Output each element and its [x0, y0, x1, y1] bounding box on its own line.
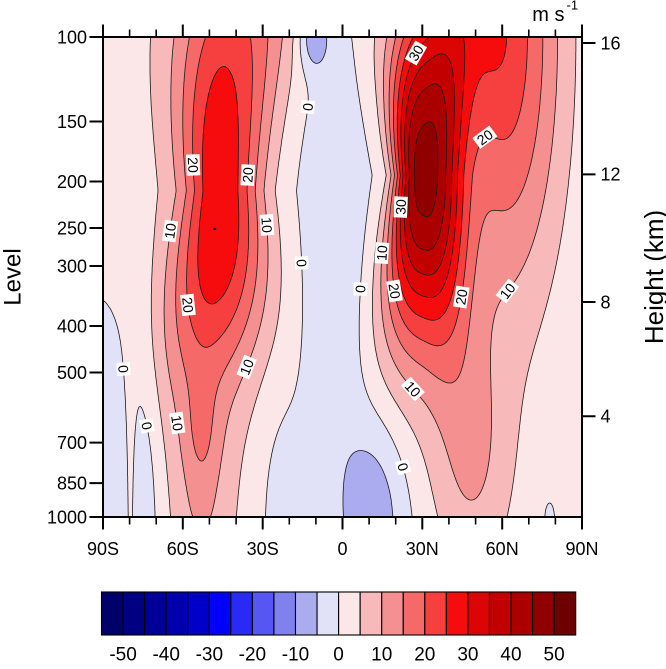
svg-text:300: 300: [57, 256, 87, 276]
svg-text:30: 30: [392, 199, 409, 215]
svg-text:20: 20: [414, 645, 435, 665]
svg-text:400: 400: [57, 316, 87, 336]
svg-text:10: 10: [236, 357, 257, 378]
svg-text:10: 10: [258, 217, 275, 234]
svg-text:0: 0: [352, 284, 368, 293]
svg-text:850: 850: [57, 473, 87, 493]
svg-text:250: 250: [57, 218, 87, 238]
svg-text:40: 40: [500, 645, 521, 665]
svg-text:20: 20: [239, 167, 256, 184]
svg-text:30S: 30S: [247, 539, 279, 559]
svg-text:8: 8: [601, 292, 611, 312]
svg-text:4: 4: [601, 407, 611, 427]
svg-text:0: 0: [115, 364, 132, 373]
svg-text:0: 0: [299, 102, 316, 112]
svg-text:20: 20: [385, 282, 403, 300]
svg-text:10: 10: [168, 414, 186, 432]
svg-text:90N: 90N: [565, 539, 598, 559]
svg-text:1000: 1000: [47, 507, 87, 527]
svg-text:500: 500: [57, 363, 87, 383]
svg-text:Height (km): Height (km): [639, 210, 666, 344]
svg-text:150: 150: [57, 112, 87, 132]
svg-text:-20: -20: [239, 645, 266, 665]
svg-text:16: 16: [601, 33, 621, 53]
svg-text:90S: 90S: [87, 539, 119, 559]
svg-text:0: 0: [337, 539, 347, 559]
svg-text:-50: -50: [109, 645, 136, 665]
svg-text:20: 20: [185, 157, 202, 173]
svg-text:10: 10: [161, 222, 179, 240]
svg-text:700: 700: [57, 433, 87, 453]
svg-text:60S: 60S: [167, 539, 199, 559]
svg-text:Level: Level: [0, 248, 27, 305]
svg-text:12: 12: [601, 165, 621, 185]
svg-text:0: 0: [294, 259, 310, 268]
svg-text:200: 200: [57, 172, 87, 192]
svg-text:0: 0: [138, 420, 155, 431]
svg-text:20: 20: [452, 288, 470, 306]
svg-text:30: 30: [457, 645, 478, 665]
svg-text:20: 20: [179, 296, 197, 313]
svg-text:0: 0: [333, 645, 344, 665]
svg-text:30N: 30N: [406, 539, 439, 559]
svg-text:10: 10: [371, 645, 392, 665]
svg-text:-10: -10: [282, 645, 309, 665]
svg-text:50: 50: [544, 645, 565, 665]
svg-text:-40: -40: [152, 645, 179, 665]
svg-text:-1: -1: [567, 0, 579, 13]
svg-text:-30: -30: [196, 645, 223, 665]
svg-text:m s: m s: [532, 4, 564, 26]
svg-text:60N: 60N: [486, 539, 519, 559]
svg-text:100: 100: [57, 27, 87, 47]
svg-text:10: 10: [373, 244, 390, 261]
svg-text:30: 30: [405, 42, 427, 64]
